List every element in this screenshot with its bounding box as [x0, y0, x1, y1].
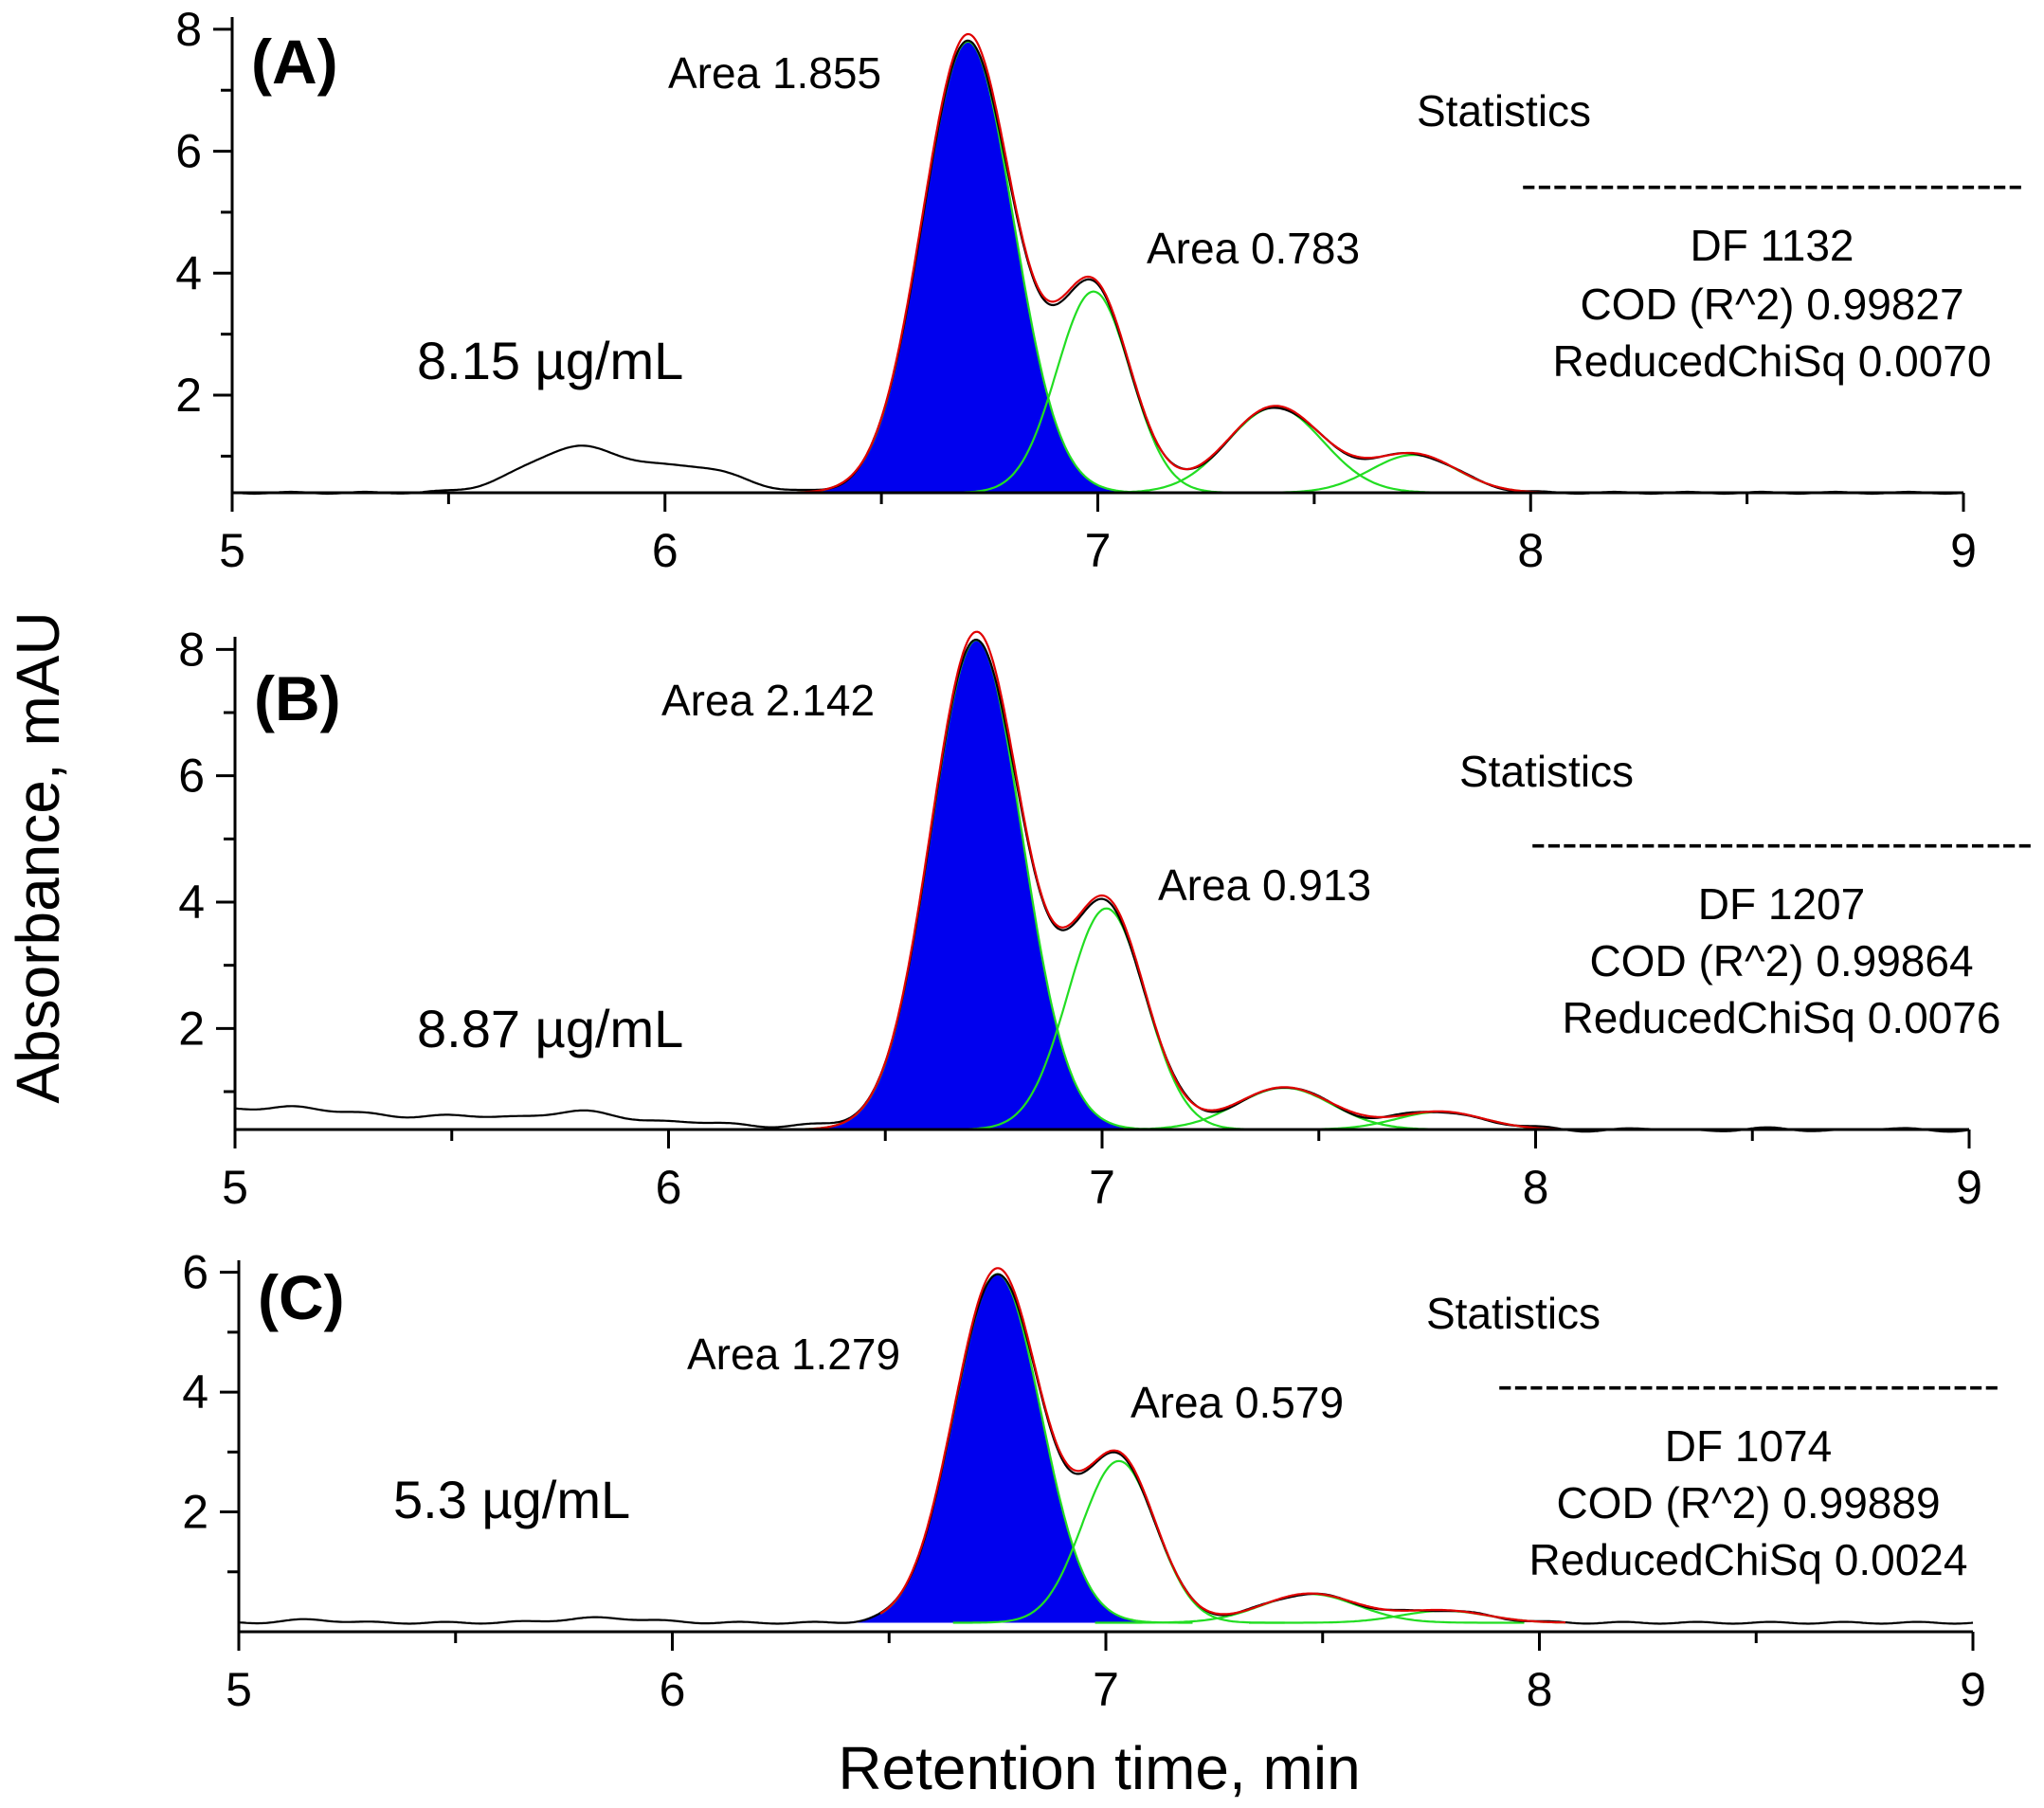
- x-tick-label: 5: [222, 1161, 248, 1214]
- component-peak-3: [1094, 1593, 1525, 1624]
- x-tick-label: 5: [219, 524, 245, 577]
- statistics-df: DF 1207: [1698, 879, 1865, 929]
- cumulative-fit-trace: [789, 630, 1674, 1131]
- statistics-title: Statistics: [1417, 86, 1591, 136]
- statistics-title: Statistics: [1426, 1289, 1601, 1338]
- statistics-df: DF 1132: [1690, 221, 1854, 270]
- component-peak-3: [1060, 406, 1490, 495]
- statistics-chisq: ReducedChiSq 0.0070: [1553, 336, 1992, 386]
- y-tick-label: 6: [182, 1246, 208, 1299]
- chart-panel-a: 5 6 7 8 9 2 4 6 8 (A) Area 1.855 Area 0.783 8.15 µg/…: [175, 3, 2023, 577]
- area-label-main: Area 1.855: [668, 48, 881, 98]
- statistics-chisq: ReducedChiSq 0.0076: [1563, 993, 2001, 1042]
- x-tick-label: 9: [1956, 1161, 1982, 1214]
- filled-peak-area: [794, 640, 1159, 1130]
- x-tick-label: 8: [1527, 1663, 1553, 1716]
- y-tick-label: 4: [178, 876, 205, 929]
- area-label-secondary: Area 0.783: [1147, 224, 1360, 273]
- statistics-chisq: ReducedChiSq 0.0024: [1529, 1535, 1968, 1584]
- component-peak-2: [952, 1459, 1285, 1624]
- x-tick-label: 9: [1950, 524, 1977, 577]
- panel-label: (B): [254, 663, 341, 733]
- x-tick-label: 7: [1085, 524, 1112, 577]
- statistics-rule: --------------------------------: [1530, 818, 2033, 867]
- statistics-rule: --------------------------------: [1521, 159, 2023, 208]
- x-tick-label: 6: [660, 1663, 686, 1716]
- filled-peak-area: [786, 41, 1150, 493]
- component-peak-2: [931, 907, 1282, 1131]
- panel-label: (A): [251, 27, 338, 97]
- x-tick-label: 7: [1093, 1663, 1119, 1716]
- chart-panel-c: 5 6 7 8 9 2 4 6 (C) Area 1.279 Area 0.579 5.3 µg/mL…: [182, 1246, 1999, 1716]
- data-trace: [238, 1273, 1974, 1625]
- x-tick-label: 9: [1960, 1663, 1986, 1716]
- x-axis-title: Retention time, min: [838, 1734, 1360, 1802]
- y-tick-label: 4: [175, 246, 202, 299]
- concentration-label: 8.15 µg/mL: [417, 331, 683, 390]
- y-tick-label: 2: [175, 369, 202, 422]
- statistics-cod: COD (R^2) 0.99889: [1556, 1478, 1940, 1528]
- component-peak-4: [1219, 453, 1609, 495]
- statistics-cod: COD (R^2) 0.99864: [1589, 936, 1973, 985]
- component-peak-2: [928, 290, 1259, 495]
- y-tick-label: 2: [182, 1486, 208, 1539]
- component-peak-4: [1245, 1111, 1636, 1131]
- statistics-cod: COD (R^2) 0.99827: [1580, 280, 1963, 329]
- panel-label: (C): [258, 1262, 345, 1332]
- x-tick-label: 7: [1089, 1161, 1115, 1214]
- x-tick-label: 5: [226, 1663, 252, 1716]
- cumulative-fit-trace: [782, 32, 1609, 495]
- cumulative-fit-trace: [879, 1267, 1566, 1624]
- y-tick-label: 8: [178, 623, 205, 676]
- area-label-main: Area 1.279: [687, 1329, 900, 1379]
- x-tick-label: 6: [656, 1161, 682, 1214]
- y-tick-label: 8: [175, 3, 202, 56]
- y-tick-label: 4: [182, 1365, 208, 1419]
- x-tick-label: 8: [1517, 524, 1544, 577]
- area-label-secondary: Area 0.913: [1158, 860, 1371, 910]
- statistics-rule: --------------------------------: [1497, 1360, 1999, 1409]
- area-label-secondary: Area 0.579: [1131, 1378, 1344, 1427]
- concentration-label: 5.3 µg/mL: [393, 1470, 630, 1529]
- y-axis-title: Absorbance, mAU: [4, 611, 72, 1103]
- statistics-df: DF 1074: [1665, 1421, 1832, 1471]
- filled-peak-area: [823, 1274, 1171, 1623]
- statistics-title: Statistics: [1459, 747, 1634, 796]
- area-label-main: Area 2.142: [661, 676, 875, 725]
- component-peak-3: [1069, 1086, 1499, 1131]
- x-tick-label: 6: [652, 524, 678, 577]
- y-tick-label: 6: [175, 125, 202, 178]
- y-tick-label: 6: [178, 750, 205, 803]
- concentration-label: 8.87 µg/mL: [417, 999, 683, 1058]
- x-tick-label: 8: [1523, 1161, 1549, 1214]
- y-tick-label: 2: [178, 1002, 205, 1055]
- chart-panel-b: 5 6 7 8 9 2 4 6 8 (B) Area 2.142 Area 0.913 8.87 µg/…: [178, 623, 2033, 1214]
